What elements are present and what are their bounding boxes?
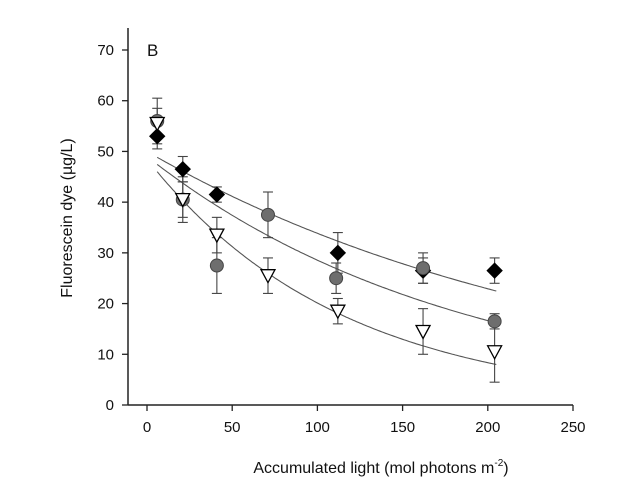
panel-label: B — [147, 41, 158, 60]
circle-point — [209, 258, 224, 273]
triangle-point — [259, 269, 277, 285]
diamond-point — [149, 128, 166, 145]
x-axis-label-superscript: -2 — [494, 458, 503, 469]
y-tick-label: 30 — [97, 245, 114, 262]
diamond-point — [174, 160, 191, 178]
circle-point — [416, 261, 431, 276]
triangle-point — [174, 192, 191, 208]
circle-point — [329, 271, 344, 286]
data-points — [149, 114, 503, 361]
circle-point — [487, 314, 502, 329]
triangle-point — [414, 324, 432, 340]
triangle-point — [149, 116, 166, 132]
x-tick-label: 150 — [390, 419, 415, 436]
fit-curve — [156, 156, 497, 292]
y-tick-label: 40 — [97, 194, 114, 211]
x-axis-label-text: Accumulated light (mol photons m — [253, 460, 494, 477]
x-axis-label: Accumulated light (mol photons m-2) — [253, 458, 508, 477]
diamond-point — [208, 186, 226, 203]
y-tick-label: 10 — [97, 346, 114, 363]
triangle-point — [486, 345, 503, 361]
fit-curves — [156, 156, 497, 366]
triangle-point — [329, 304, 346, 320]
x-tick-label: 250 — [560, 419, 585, 436]
y-tick-label: 20 — [97, 296, 114, 313]
x-tick-label: 200 — [475, 419, 500, 436]
error-bars — [152, 97, 500, 383]
x-axis-label-close: ) — [503, 460, 508, 477]
circle-point — [260, 207, 275, 222]
y-tick-label: 60 — [97, 93, 114, 110]
diamond-point — [329, 244, 347, 262]
fit-curve — [156, 163, 497, 324]
x-tick-label: 0 — [143, 419, 151, 436]
tick-labels: 0 50 100 150 200 250 0 10 20 30 40 50 60 70 — [97, 42, 585, 436]
y-tick-label: 70 — [97, 42, 114, 59]
y-tick-label: 50 — [97, 143, 114, 160]
y-tick-label: 0 — [106, 397, 114, 414]
y-axis-label: Fluorescein dye (µg/L) — [59, 138, 76, 298]
x-tick-label: 50 — [224, 419, 241, 436]
diamond-point — [486, 262, 503, 279]
triangle-point — [208, 228, 225, 244]
x-tick-label: 100 — [305, 419, 330, 436]
y-axis-label-text: Fluorescein dye (µg/L) — [59, 138, 76, 298]
axes — [127, 28, 573, 406]
